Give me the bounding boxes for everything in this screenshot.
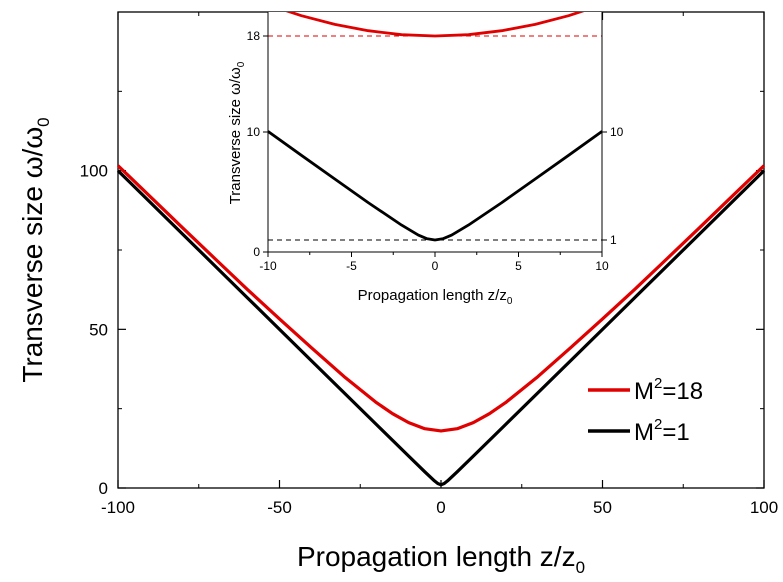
x-tick-label: 0: [436, 498, 445, 517]
legend-label-superscript: 2: [654, 375, 662, 392]
inset-x-axis-title-subscript: 0: [507, 296, 513, 307]
x-tick-label: -50: [267, 498, 292, 517]
inset-x-axis-title: Propagation length z/z0: [358, 287, 513, 307]
inset-x-axis-title-text: Propagation length z/z: [358, 287, 507, 304]
series-line-1: [116, 169, 766, 487]
inset-right-tick-label: 1: [610, 233, 617, 247]
inset-x-tick-label: 5: [515, 259, 522, 273]
legend-label-base: M: [634, 378, 654, 405]
inset-right-tick-label: 10: [610, 125, 624, 139]
legend-label-suffix: =18: [662, 378, 703, 405]
inset-y-axis-title-text: Transverse size ω/ω: [227, 67, 244, 204]
inset-y-tick-label: 18: [247, 29, 261, 43]
legend-label-1: M2=1: [634, 416, 690, 446]
inset-series-line-0: [285, 12, 585, 38]
legend-label-suffix: =1: [662, 419, 689, 446]
inset-x-tick-label: -5: [346, 259, 357, 273]
inset-x-tick-label: 10: [595, 259, 609, 273]
series-line-0: [116, 164, 766, 433]
x-axis-title-text: Propagation length z/z: [297, 541, 576, 572]
inset-x-tick-label: -10: [259, 259, 277, 273]
y-tick-label: 0: [99, 479, 108, 498]
inset-y-tick-label: 10: [247, 125, 261, 139]
inset-series-line-1: [268, 130, 602, 242]
inset-y-axis-title-subscript: 0: [236, 61, 247, 67]
y-tick-label: 50: [89, 320, 108, 339]
x-axis-title: Propagation length z/z0: [297, 541, 585, 577]
y-axis-title-text: Transverse size ω/ω: [17, 127, 48, 383]
y-tick-label: 100: [80, 162, 108, 181]
legend-label-0: M2=18: [634, 375, 703, 405]
y-axis-title-subscript: 0: [34, 117, 53, 126]
inset-y-tick-label: 0: [253, 245, 260, 259]
y-axis-title: Transverse size ω/ω0: [17, 117, 53, 382]
x-axis-title-subscript: 0: [576, 558, 585, 577]
inset-y-axis-title: Transverse size ω/ω0: [227, 61, 247, 204]
legend-label-base: M: [634, 419, 654, 446]
legend-label-superscript: 2: [654, 416, 662, 433]
x-tick-label: 100: [750, 498, 778, 517]
x-tick-label: 50: [593, 498, 612, 517]
x-tick-label: -100: [101, 498, 135, 517]
inset-x-tick-label: 0: [432, 259, 439, 273]
inset-background: [268, 12, 602, 252]
